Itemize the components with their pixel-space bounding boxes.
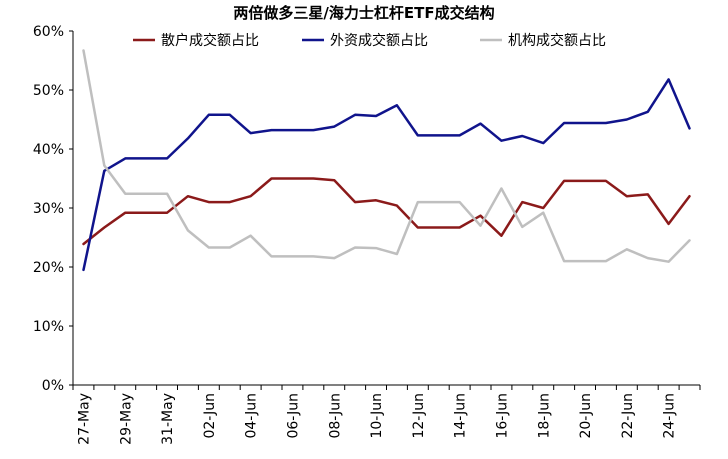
legend-label-2: 外资成交额占比: [330, 32, 428, 49]
legend: 散户成交额占比 外资成交额占比 机构成交额占比: [133, 32, 606, 49]
y-tick-label: 40%: [33, 142, 64, 158]
x-tick-label: 14-Jun: [453, 393, 469, 439]
y-tick-label: 60%: [33, 24, 64, 40]
x-tick-label: 10-Jun: [369, 393, 385, 439]
series-line-1: [82, 177, 691, 246]
y-tick-label: 10%: [33, 319, 64, 335]
chart-title: 两倍做多三星/海力士杠杆ETF成交结构: [233, 4, 494, 22]
x-tick-label: 02-Jun: [202, 393, 218, 439]
series-layer: [82, 49, 691, 272]
x-tick-label: 20-Jun: [578, 393, 594, 439]
x-tick-label: 31-May: [160, 393, 176, 445]
legend-label-3: 机构成交额占比: [508, 32, 606, 49]
x-tick-label: 04-Jun: [244, 393, 260, 439]
x-tick-label: 29-May: [118, 393, 134, 445]
y-tick-label: 50%: [33, 83, 64, 99]
series-line-3: [82, 49, 691, 263]
x-tick-label: 27-May: [76, 393, 92, 445]
y-tick-label: 30%: [33, 201, 64, 217]
x-tick-label: 24-Jun: [662, 393, 678, 439]
x-tick-label: 06-Jun: [285, 393, 301, 439]
x-tick-label: 16-Jun: [494, 393, 510, 439]
y-tick-label: 20%: [33, 260, 64, 276]
x-tick-label: 08-Jun: [327, 393, 343, 439]
axes: 0% 10% 20% 30% 40% 50% 60% 27-May 29-May 31-May 02…: [33, 24, 701, 445]
x-tick-label: 12-Jun: [411, 393, 427, 439]
series-line-2: [82, 78, 691, 272]
y-tick-label: 0%: [42, 378, 64, 394]
x-tick-label: 18-Jun: [536, 393, 552, 439]
x-tick-label: 22-Jun: [620, 393, 636, 439]
legend-label-1: 散户成交额占比: [161, 32, 259, 49]
